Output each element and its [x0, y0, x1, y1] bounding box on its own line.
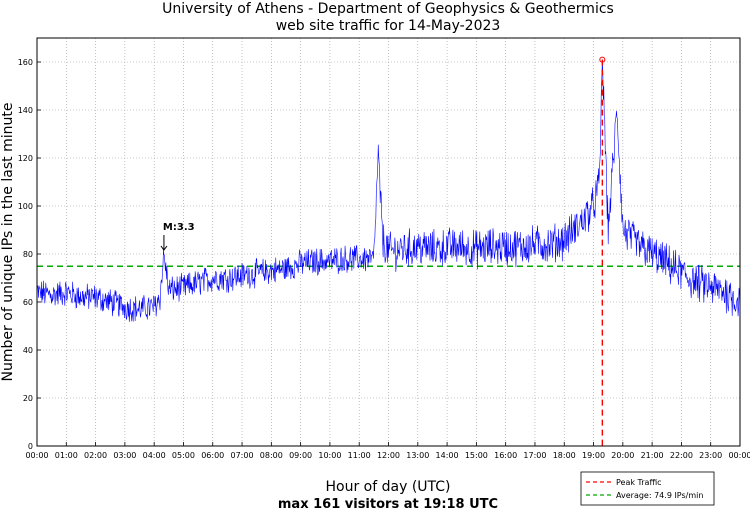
- x-tick-label: 00:00: [728, 451, 750, 460]
- x-tick-label: 19:00: [582, 451, 605, 460]
- magnitude-annotation: M:3.3: [163, 222, 195, 233]
- annotation-group: M:3.3: [160, 222, 195, 251]
- x-tick-label: 23:00: [699, 451, 722, 460]
- legend-label-peak: Peak Traffic: [616, 478, 662, 487]
- peak-point: [599, 56, 606, 63]
- x-tick-label: 17:00: [523, 451, 546, 460]
- legend-label-average: Average: 74.9 IPs/min: [616, 491, 703, 500]
- x-tick-label: 20:00: [611, 451, 634, 460]
- y-tick-label: 120: [18, 154, 33, 163]
- y-tick-label: 80: [23, 250, 33, 259]
- y-axis-label: Number of unique IPs in the last minute: [0, 103, 16, 382]
- x-tick-label: 05:00: [172, 451, 195, 460]
- x-tick-label: 21:00: [641, 451, 664, 460]
- y-tick-label: 40: [23, 346, 33, 355]
- x-tick-label: 00:00: [25, 451, 48, 460]
- x-tick-label: 09:00: [289, 451, 312, 460]
- legend-box: [580, 471, 715, 506]
- chart-title: University of Athens - Department of Geo…: [162, 1, 614, 17]
- x-tick-label: 10:00: [318, 451, 341, 460]
- y-tick-label: 100: [18, 202, 33, 211]
- traffic-series-group: [36, 59, 741, 322]
- plot-frame: [36, 37, 741, 447]
- x-tick-label: 18:00: [553, 451, 576, 460]
- y-tick-label: 140: [18, 106, 33, 115]
- x-tick-label: 22:00: [670, 451, 693, 460]
- annotation-arrow-head: [160, 245, 168, 251]
- x-tick-label: 14:00: [436, 451, 459, 460]
- legend: Peak Traffic Average: 74.9 IPs/min: [580, 471, 715, 506]
- x-tick-label: 04:00: [143, 451, 166, 460]
- x-tick-label: 01:00: [55, 451, 78, 460]
- y-tick-label: 20: [23, 394, 33, 403]
- x-tick-label: 12:00: [377, 451, 400, 460]
- axis-ticks: 00:00 01:00 02:00 03:00 04:00 05:00 06:00 07:00…: [18, 58, 750, 460]
- x-tick-label: 02:00: [84, 451, 107, 460]
- x-tick-label: 11:00: [348, 451, 371, 460]
- x-tick-label: 16:00: [494, 451, 517, 460]
- x-tick-label: 15:00: [465, 451, 488, 460]
- x-tick-label: 08:00: [260, 451, 283, 460]
- x-tick-label: 07:00: [231, 451, 254, 460]
- x-tick-label: 13:00: [406, 451, 429, 460]
- grid-lines: [37, 38, 740, 446]
- x-axis-label: Hour of day (UTC): [326, 479, 451, 495]
- y-tick-label: 0: [28, 442, 33, 451]
- chart-subtitle: web site traffic for 14-May-2023: [276, 18, 501, 34]
- x-tick-label: 03:00: [113, 451, 136, 460]
- x-tick-label: 06:00: [201, 451, 224, 460]
- y-tick-label: 60: [23, 298, 33, 307]
- peak-summary: max 161 visitors at 19:18 UTC: [278, 497, 498, 511]
- y-tick-label: 160: [18, 58, 33, 67]
- traffic-series-line: [36, 59, 741, 322]
- peak-marker-group: [599, 56, 606, 446]
